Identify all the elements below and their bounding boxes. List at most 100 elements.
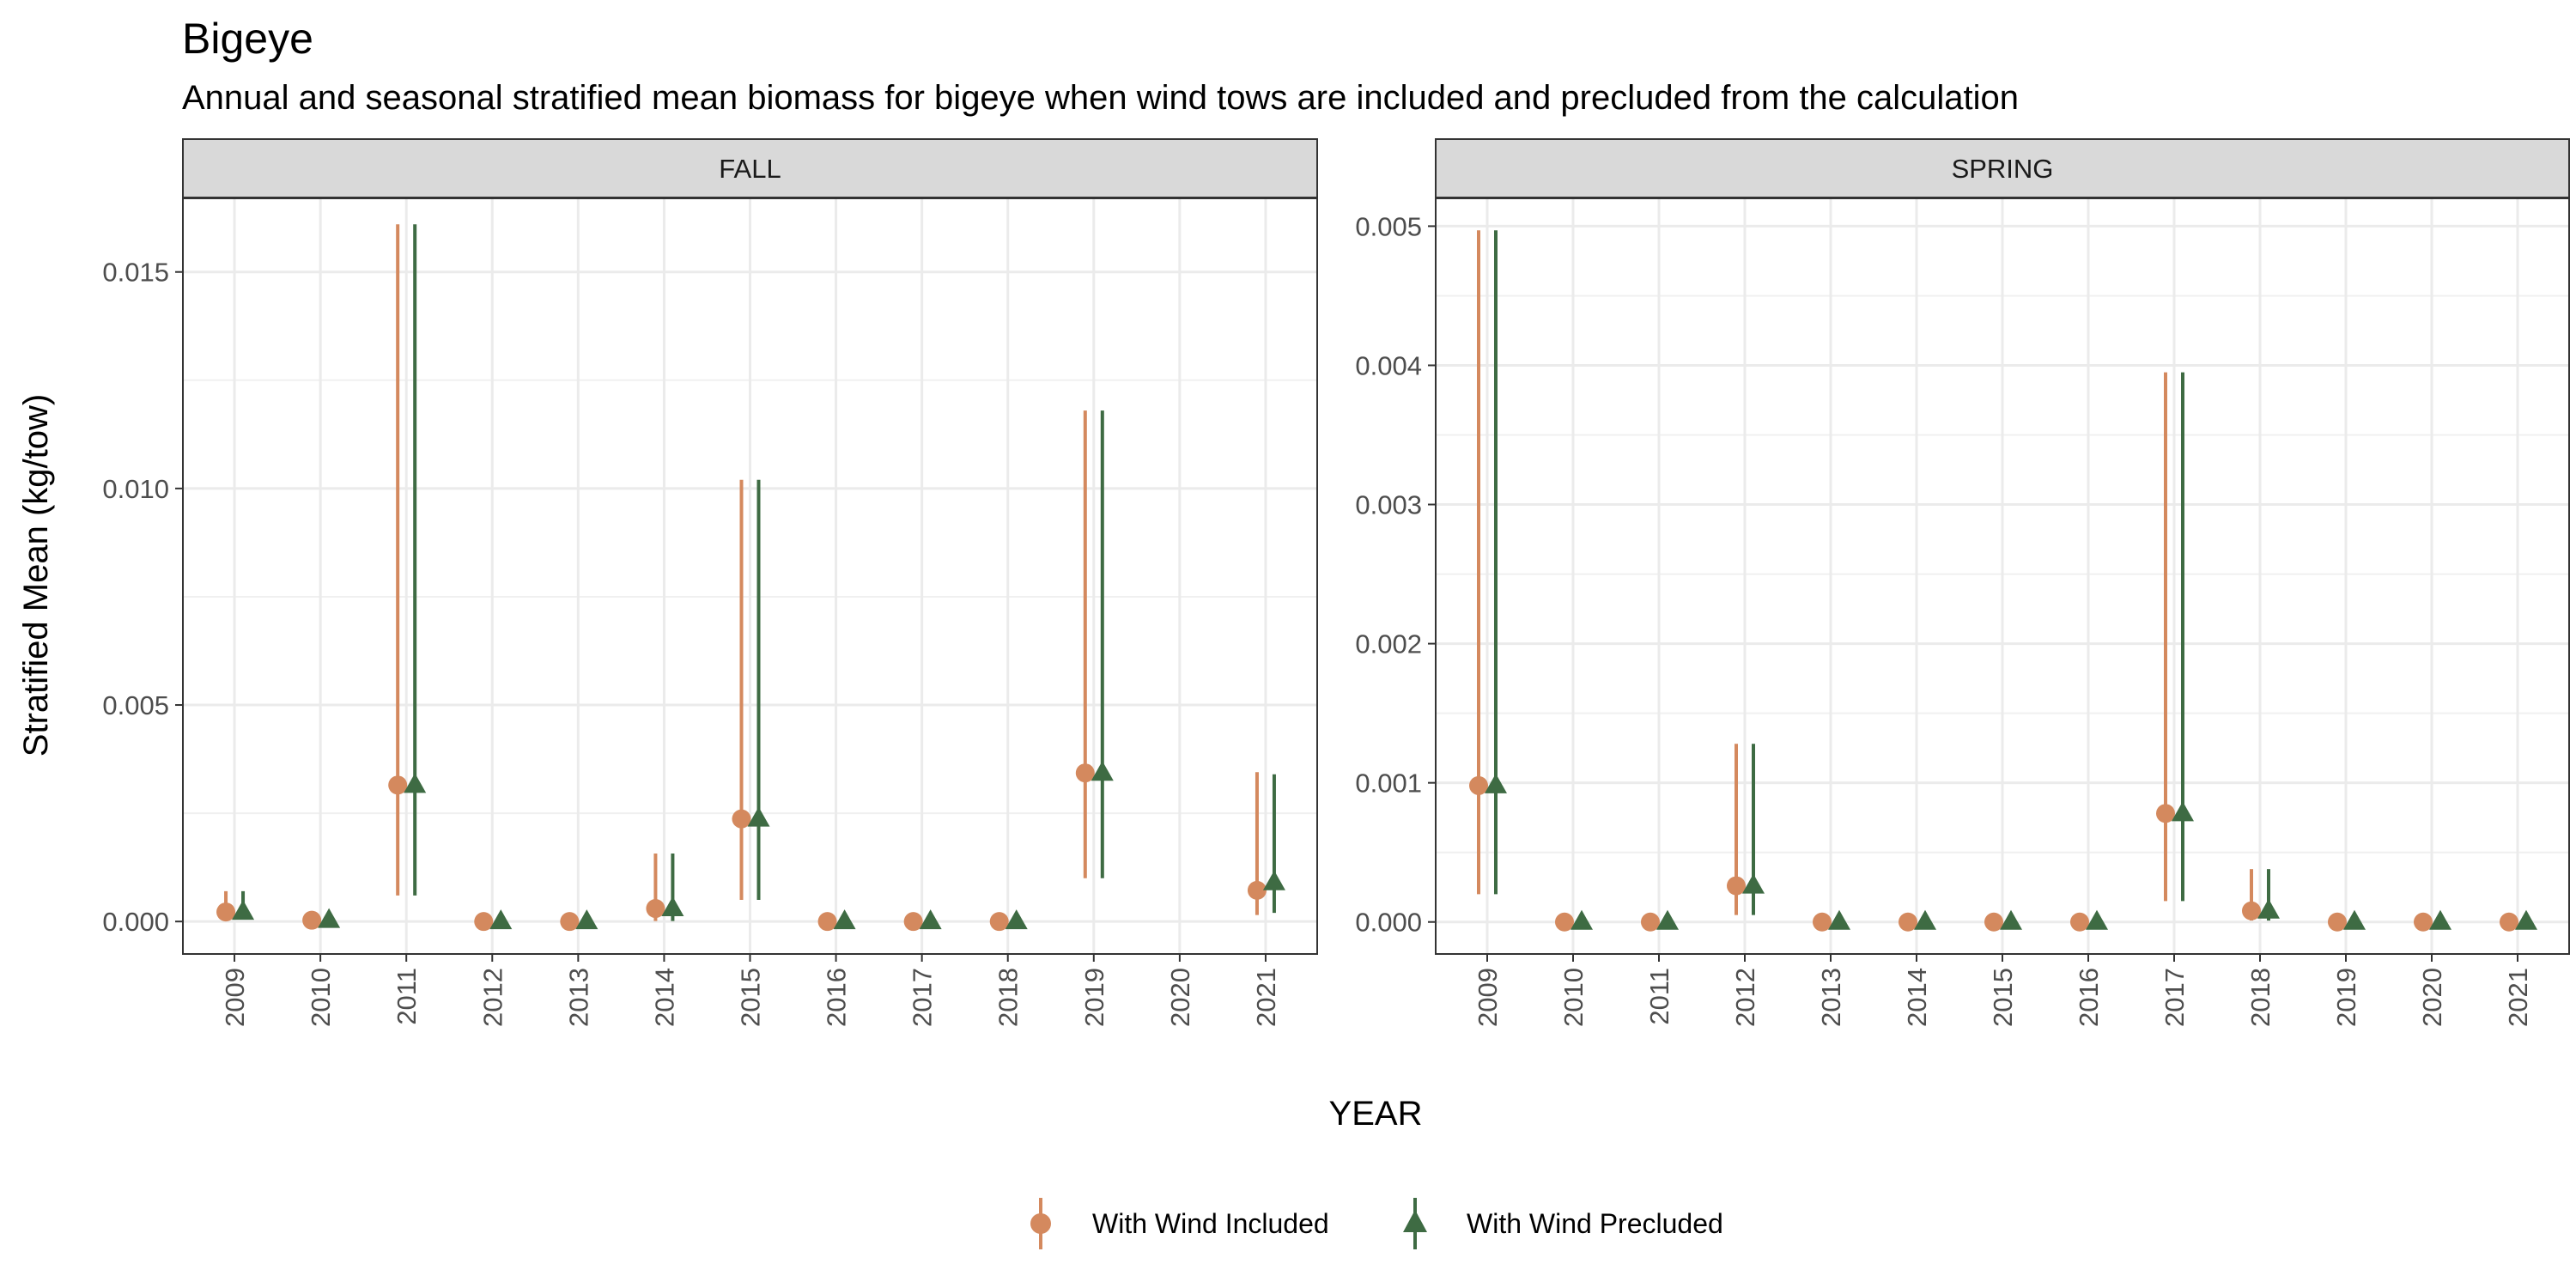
x-tick-label: 2009 xyxy=(1473,968,1503,1027)
panel-border xyxy=(1435,197,2570,955)
data-point xyxy=(2328,912,2347,932)
data-point xyxy=(646,899,665,919)
legend-key-marker xyxy=(1403,1210,1427,1232)
data-point xyxy=(2172,801,2194,822)
data-point xyxy=(1813,912,1832,932)
panel-border xyxy=(182,197,1318,955)
panel-fall: FALL 0.000 0.005 0.010 0.015 2009 2010 2011 2012… xyxy=(102,138,1318,1027)
x-axis-title: YEAR xyxy=(1329,1095,1423,1133)
data-point xyxy=(318,908,341,928)
data-point xyxy=(2086,909,2108,930)
x-tick-label: 2018 xyxy=(2245,968,2275,1027)
x-tick-label: 2017 xyxy=(908,968,938,1027)
data-point xyxy=(732,809,751,829)
legend-item-included: With Wind Included xyxy=(1030,1198,1329,1249)
x-tick-label: 2013 xyxy=(1816,968,1846,1027)
y-tick-label: 0.015 xyxy=(102,258,169,288)
legend: With Wind Included With Wind Precluded xyxy=(1030,1198,1723,1249)
facet-label: SPRING xyxy=(1952,154,2054,184)
x-tick-label: 2020 xyxy=(1165,968,1195,1027)
data-point xyxy=(2156,804,2175,823)
legend-label: With Wind Included xyxy=(1092,1208,1329,1239)
data-point xyxy=(661,896,684,917)
data-point xyxy=(474,912,494,932)
data-point xyxy=(2500,912,2518,932)
data-point xyxy=(489,909,513,930)
data-point xyxy=(2257,898,2280,919)
chart-title: Bigeye xyxy=(182,15,313,63)
legend-item-precluded: With Wind Precluded xyxy=(1403,1198,1723,1249)
data-point xyxy=(404,773,427,793)
data-point xyxy=(232,900,255,920)
data-point xyxy=(989,912,1009,932)
y-tick-label: 0.000 xyxy=(102,907,169,937)
data-point xyxy=(1828,909,1850,930)
data-point xyxy=(1914,909,1936,930)
x-tick-label: 2014 xyxy=(649,968,679,1027)
data-point xyxy=(1727,876,1746,896)
data-point xyxy=(2414,912,2433,932)
y-tick-label: 0.002 xyxy=(1355,629,1422,659)
x-tick-label: 2010 xyxy=(1558,968,1589,1027)
y-tick-label: 0.005 xyxy=(1355,211,1422,241)
x-tick-label: 2019 xyxy=(1079,968,1109,1027)
x-tick-label: 2021 xyxy=(2503,968,2533,1027)
data-point xyxy=(2000,909,2022,930)
x-tick-label: 2020 xyxy=(2417,968,2447,1027)
x-tick-label: 2017 xyxy=(2160,968,2190,1027)
x-tick-label: 2012 xyxy=(477,968,507,1027)
data-point xyxy=(2429,909,2451,930)
data-point xyxy=(1091,761,1114,781)
data-point xyxy=(2515,909,2537,930)
data-point xyxy=(817,912,837,932)
data-point xyxy=(1984,912,2003,932)
x-tick-label: 2014 xyxy=(1902,968,1932,1027)
data-point xyxy=(1656,909,1679,930)
legend-key-marker xyxy=(1030,1213,1051,1234)
data-point xyxy=(560,912,580,932)
data-point xyxy=(575,909,598,930)
data-point xyxy=(1469,775,1488,795)
facet-label: FALL xyxy=(719,154,781,184)
data-point xyxy=(302,910,322,930)
x-tick-label: 2010 xyxy=(306,968,336,1027)
data-point xyxy=(903,912,923,932)
data-point xyxy=(388,775,408,795)
chart-subtitle: Annual and seasonal stratified mean biom… xyxy=(182,79,2019,117)
data-point xyxy=(1571,909,1593,930)
data-point xyxy=(1485,773,1507,793)
data-point xyxy=(2070,912,2089,932)
x-tick-label: 2009 xyxy=(220,968,250,1027)
data-point xyxy=(1075,763,1095,783)
x-tick-label: 2021 xyxy=(1251,968,1281,1027)
data-point xyxy=(1005,909,1028,930)
data-point xyxy=(216,902,236,922)
y-tick-label: 0.004 xyxy=(1355,350,1422,380)
x-tick-label: 2013 xyxy=(563,968,593,1027)
x-tick-label: 2012 xyxy=(1730,968,1760,1027)
x-tick-label: 2016 xyxy=(2074,968,2104,1027)
x-tick-label: 2015 xyxy=(1988,968,2018,1027)
data-point xyxy=(1641,912,1660,932)
x-tick-label: 2011 xyxy=(1644,968,1674,1025)
data-point xyxy=(747,806,770,827)
data-point xyxy=(1899,912,1917,932)
legend-label: With Wind Precluded xyxy=(1467,1208,1723,1239)
panels: FALL 0.000 0.005 0.010 0.015 2009 2010 2011 2012… xyxy=(102,138,2570,1027)
y-axis-title: Stratified Mean (kg/tow) xyxy=(17,394,55,756)
data-point xyxy=(919,909,942,930)
facet-strip xyxy=(1435,138,2570,198)
facet-strip xyxy=(182,138,1318,198)
panel-spring: SPRING 0.000 0.001 0.002 0.003 0.004 0.005 2009… xyxy=(1355,138,2570,1027)
x-tick-label: 2011 xyxy=(392,968,422,1025)
data-point xyxy=(1262,870,1285,890)
data-point xyxy=(2343,909,2366,930)
y-tick-label: 0.000 xyxy=(1355,908,1422,938)
x-tick-label: 2019 xyxy=(2331,968,2361,1027)
data-point xyxy=(1555,912,1574,932)
y-tick-label: 0.010 xyxy=(102,474,169,504)
data-point xyxy=(2242,901,2261,920)
y-tick-label: 0.001 xyxy=(1355,769,1422,799)
data-point xyxy=(833,909,856,930)
